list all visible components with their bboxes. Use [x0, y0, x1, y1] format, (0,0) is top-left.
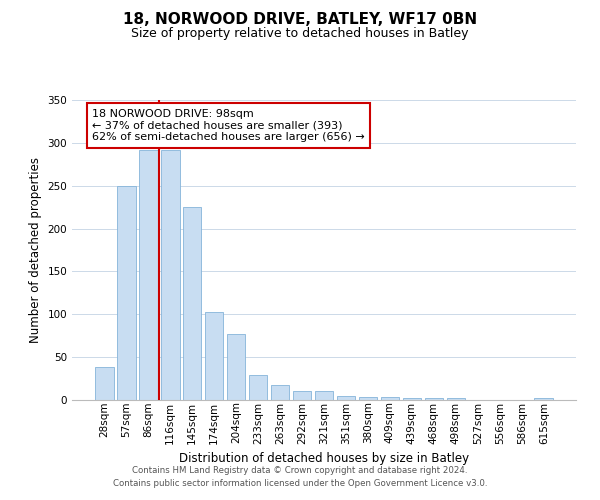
- Bar: [314, 392, 334, 400]
- Y-axis label: Number of detached properties: Number of detached properties: [29, 157, 42, 343]
- Bar: [117, 186, 136, 400]
- Bar: [249, 375, 268, 400]
- Bar: [425, 398, 443, 400]
- Text: Size of property relative to detached houses in Batley: Size of property relative to detached ho…: [131, 28, 469, 40]
- Text: 18 NORWOOD DRIVE: 98sqm
← 37% of detached houses are smaller (393)
62% of semi-d: 18 NORWOOD DRIVE: 98sqm ← 37% of detache…: [92, 109, 365, 142]
- Text: Contains HM Land Registry data © Crown copyright and database right 2024.
Contai: Contains HM Land Registry data © Crown c…: [113, 466, 487, 487]
- Bar: [380, 396, 399, 400]
- Bar: [293, 392, 311, 400]
- Bar: [271, 384, 289, 400]
- Bar: [227, 334, 245, 400]
- Bar: [337, 396, 355, 400]
- Bar: [359, 396, 377, 400]
- X-axis label: Distribution of detached houses by size in Batley: Distribution of detached houses by size …: [179, 452, 469, 465]
- Text: 18, NORWOOD DRIVE, BATLEY, WF17 0BN: 18, NORWOOD DRIVE, BATLEY, WF17 0BN: [123, 12, 477, 28]
- Bar: [95, 366, 113, 400]
- Bar: [535, 398, 553, 400]
- Bar: [403, 398, 421, 400]
- Bar: [205, 312, 223, 400]
- Bar: [183, 207, 202, 400]
- Bar: [139, 150, 158, 400]
- Bar: [446, 398, 465, 400]
- Bar: [161, 150, 179, 400]
